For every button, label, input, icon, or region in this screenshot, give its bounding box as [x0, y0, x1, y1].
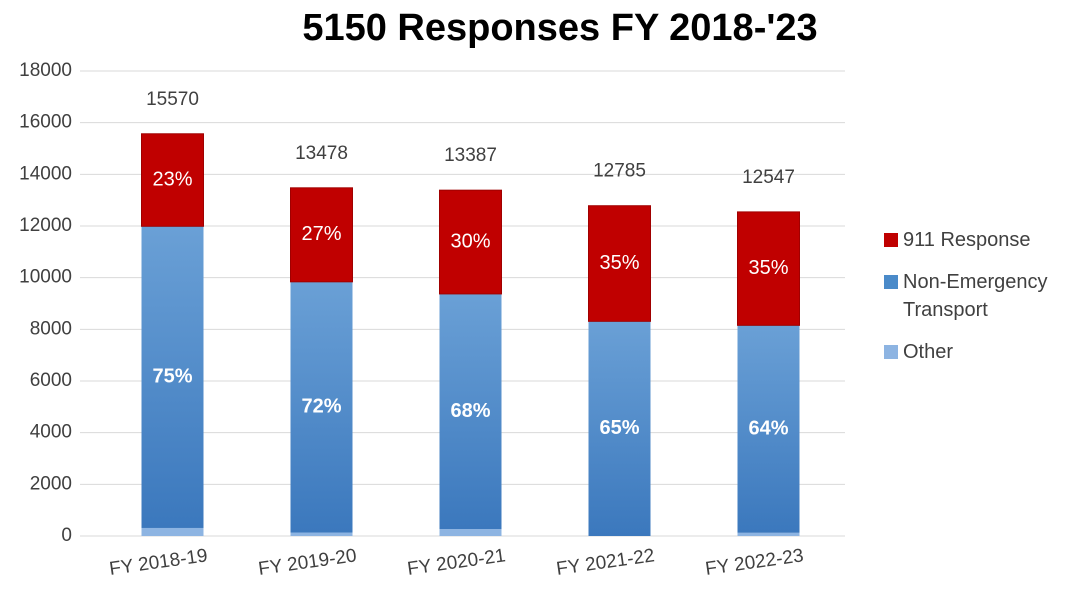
segment-label: 65% [599, 417, 639, 439]
segment-label: 23% [152, 168, 192, 190]
total-label: 13478 [295, 143, 348, 164]
x-tick-label: FY 2022-23 [704, 545, 805, 580]
segment-label: 75% [152, 365, 192, 387]
bar-segment [737, 532, 800, 536]
segment-label: 35% [599, 252, 639, 274]
legend-item: Non-Emergency Transport [884, 268, 1074, 324]
y-tick-label: 18000 [19, 60, 72, 81]
segment-label: 64% [748, 417, 788, 439]
bar-segment [290, 532, 353, 536]
y-tick-label: 8000 [30, 318, 72, 339]
segment-label: 72% [301, 395, 341, 417]
bar-segment [439, 293, 502, 530]
total-label: 12547 [742, 167, 795, 188]
legend-swatch [884, 345, 898, 359]
x-tick-label: FY 2019-20 [257, 545, 358, 580]
chart-title: 5150 Responses FY 2018-'23 [302, 7, 817, 49]
total-label: 15570 [146, 89, 199, 110]
x-tick-label: FY 2018-19 [108, 545, 209, 580]
y-tick-label: 2000 [30, 473, 72, 494]
bar-segment [588, 321, 651, 536]
legend-item: Other [884, 338, 1074, 366]
bar-segment [141, 527, 204, 536]
legend: 911 Response Non-Emergency Transport Other [884, 226, 1074, 380]
bar-segment [588, 205, 651, 322]
y-tick-label: 14000 [19, 163, 72, 184]
total-label: 13387 [444, 145, 497, 166]
segment-label: 27% [301, 223, 341, 245]
legend-item: 911 Response [884, 226, 1074, 254]
segment-label: 30% [450, 230, 490, 252]
bar-segment [290, 281, 353, 533]
y-tick-label: 16000 [19, 112, 72, 133]
bar-segment [439, 189, 502, 295]
y-tick-label: 10000 [19, 267, 72, 288]
segment-label: 68% [450, 400, 490, 422]
legend-label: Non-Emergency Transport [903, 271, 1048, 321]
y-tick-label: 0 [61, 525, 72, 546]
y-tick-label: 4000 [30, 422, 72, 443]
x-tick-label: FY 2020-21 [406, 545, 507, 580]
bar-segment [737, 211, 800, 326]
bar-segment [290, 187, 353, 283]
legend-label: 911 Response [903, 229, 1031, 251]
bar-segment [439, 529, 502, 536]
total-label: 12785 [593, 161, 646, 182]
bar-segment [141, 133, 204, 227]
bar-segment [141, 226, 204, 528]
y-tick-label: 12000 [19, 215, 72, 236]
y-tick-label: 6000 [30, 370, 72, 391]
bar-segment [737, 325, 800, 533]
legend-swatch [884, 233, 898, 247]
x-tick-label: FY 2021-22 [555, 545, 656, 580]
legend-swatch [884, 275, 898, 289]
legend-label: Other [903, 341, 954, 363]
segment-label: 35% [748, 257, 788, 279]
